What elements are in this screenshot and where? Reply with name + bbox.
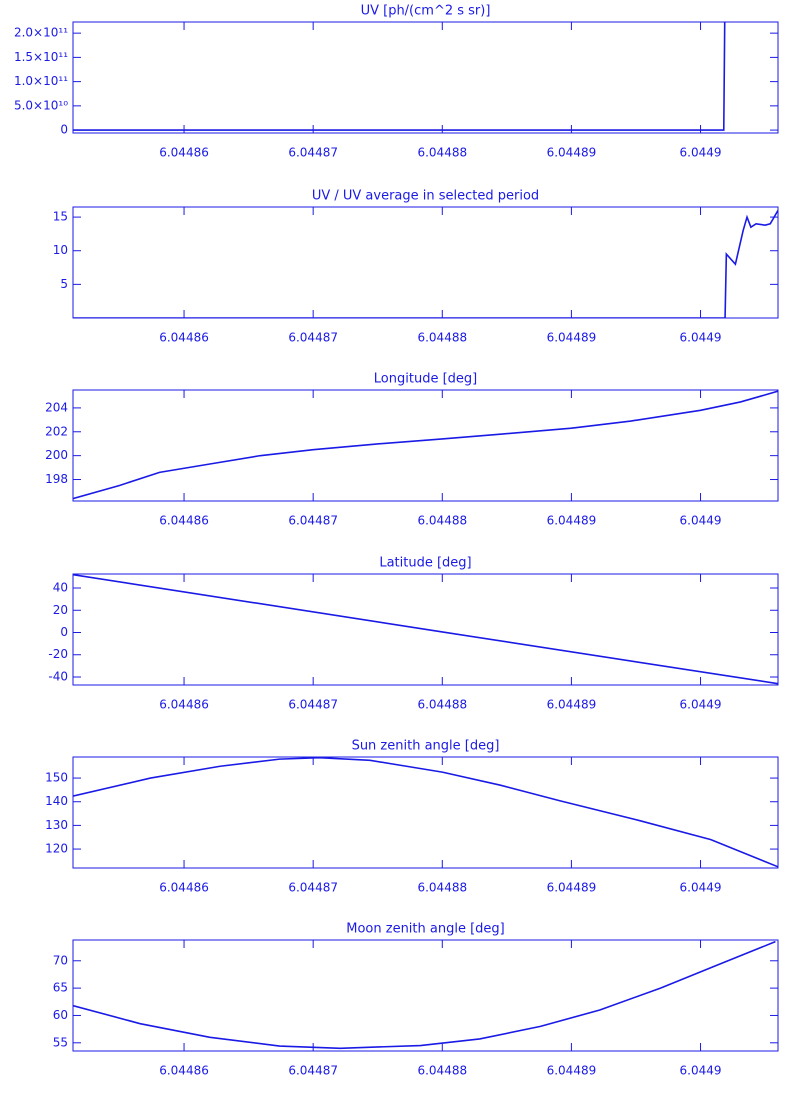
x-tick-label: 6.04486 <box>159 514 209 528</box>
panel-title: Moon zenith angle [deg] <box>346 922 504 937</box>
x-tick-label: 6.04489 <box>547 698 597 712</box>
y-tick-label: 200 <box>45 448 68 462</box>
y-tick-label: 15 <box>53 210 68 224</box>
y-tick-label: 140 <box>45 794 68 808</box>
x-tick-label: 6.04488 <box>417 1064 467 1078</box>
x-tick-label: 6.04487 <box>288 881 338 895</box>
x-tick-label: 6.04489 <box>547 514 597 528</box>
y-tick-label: 2.0×10¹¹ <box>14 26 68 40</box>
x-tick-label: 6.04487 <box>288 1064 338 1078</box>
panel-title: UV / UV average in selected period <box>312 189 539 204</box>
x-tick-label: 6.0449 <box>680 331 722 345</box>
y-tick-label: 120 <box>45 842 68 856</box>
plot-frame <box>72 389 779 502</box>
x-tick-label: 6.0449 <box>680 698 722 712</box>
y-tick-label: 150 <box>45 771 68 785</box>
x-tick-label: 6.04488 <box>417 514 467 528</box>
y-tick-label: 198 <box>45 472 68 486</box>
panel-title: Sun zenith angle [deg] <box>352 739 500 754</box>
x-tick-label: 6.04486 <box>159 146 209 160</box>
y-tick-label: 10 <box>53 243 68 257</box>
y-tick-label: 5 <box>60 277 68 291</box>
y-tick-label: 204 <box>45 400 68 414</box>
data-line <box>73 390 778 500</box>
x-tick-label: 6.04489 <box>547 146 597 160</box>
y-tick-label: 40 <box>53 581 68 595</box>
y-tick-label: 130 <box>45 818 68 832</box>
y-tick-label: -40 <box>48 669 68 683</box>
y-tick-label: 65 <box>53 981 68 995</box>
y-tick-label: 1.5×10¹¹ <box>14 50 68 64</box>
x-tick-label: 6.04487 <box>288 514 338 528</box>
x-tick-label: 6.04488 <box>417 881 467 895</box>
x-tick-label: 6.0449 <box>680 881 722 895</box>
y-tick-label: 202 <box>45 424 68 438</box>
x-tick-label: 6.0449 <box>680 514 722 528</box>
x-tick-label: 6.04488 <box>417 331 467 345</box>
x-tick-label: 6.04489 <box>547 881 597 895</box>
y-tick-label: 5.0×10¹⁰ <box>14 98 68 112</box>
x-tick-label: 6.0449 <box>680 1064 722 1078</box>
x-tick-label: 6.04489 <box>547 331 597 345</box>
y-tick-label: 20 <box>53 603 68 617</box>
plot-frame <box>72 573 779 686</box>
x-tick-label: 6.04487 <box>288 698 338 712</box>
x-tick-label: 6.04487 <box>288 146 338 160</box>
plot-frame <box>72 206 779 319</box>
x-tick-label: 6.04488 <box>417 146 467 160</box>
x-tick-label: 6.04486 <box>159 881 209 895</box>
x-tick-label: 6.0449 <box>680 146 722 160</box>
y-tick-label: -20 <box>48 647 68 661</box>
x-tick-label: 6.04489 <box>547 1064 597 1078</box>
x-tick-label: 6.04487 <box>288 331 338 345</box>
data-line <box>73 940 776 1050</box>
y-tick-label: 60 <box>53 1008 68 1022</box>
panel-title: Latitude [deg] <box>379 556 471 571</box>
y-tick-label: 70 <box>53 953 68 967</box>
data-line <box>73 574 778 685</box>
data-line <box>73 22 726 131</box>
x-tick-label: 6.04486 <box>159 331 209 345</box>
panel-title: Longitude [deg] <box>374 372 477 387</box>
x-tick-label: 6.04486 <box>159 698 209 712</box>
y-tick-label: 0 <box>60 625 68 639</box>
x-tick-label: 6.04488 <box>417 698 467 712</box>
plot-frame <box>72 21 779 134</box>
data-line <box>73 209 778 318</box>
plot-frame <box>72 939 779 1052</box>
panel-title: UV [ph/(cm^2 s sr)] <box>361 4 491 19</box>
x-tick-label: 6.04486 <box>159 1064 209 1078</box>
y-tick-label: 1.0×10¹¹ <box>14 74 68 88</box>
plot-frame <box>72 756 779 869</box>
y-tick-label: 55 <box>53 1035 68 1049</box>
data-line <box>73 757 778 868</box>
y-tick-label: 0 <box>60 123 68 137</box>
